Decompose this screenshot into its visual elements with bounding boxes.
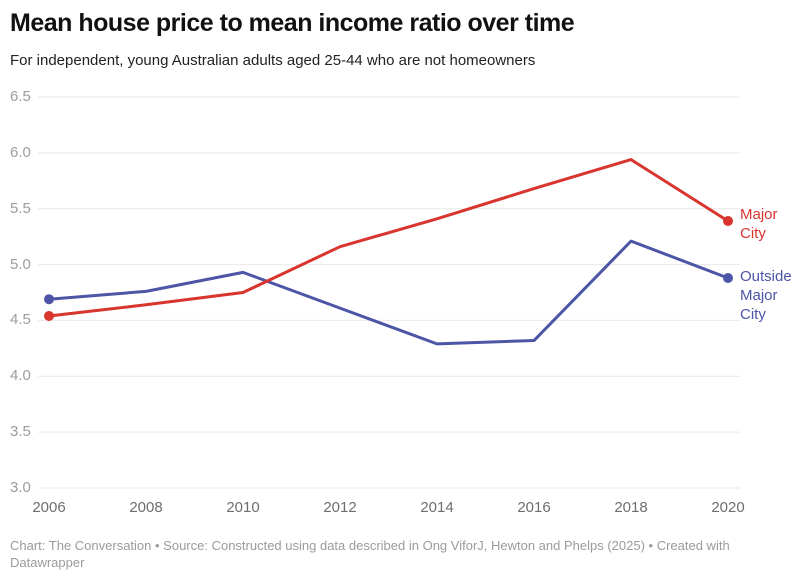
series-line-major-city — [48, 158, 729, 318]
x-tick-label: 2016 — [517, 499, 551, 516]
chart-title: Mean house price to mean income ratio ov… — [10, 9, 575, 37]
x-tick-label: 2006 — [32, 499, 66, 516]
y-tick-label: 5.5 — [10, 199, 31, 217]
chart-subtitle: For independent, young Australian adults… — [10, 52, 536, 69]
series-line-outside-major-city — [48, 239, 729, 346]
y-tick-label: 4.5 — [10, 311, 31, 329]
y-tick-label: 5.0 — [10, 255, 31, 273]
x-tick-label: 2018 — [614, 499, 648, 516]
series-endpoint-dot-outside-major-city — [723, 272, 733, 283]
y-tick-label: 6.5 — [10, 88, 31, 105]
series-endpoint-dot-outside-major-city — [44, 294, 54, 305]
chart-footer: Chart: The Conversation • Source: Constr… — [10, 538, 730, 570]
y-tick-label: 3.0 — [10, 479, 31, 496]
x-tick-label: 2014 — [420, 499, 454, 516]
series-label-major-city: Major City — [740, 206, 778, 242]
y-tick-label: 6.0 — [10, 143, 31, 161]
x-tick-label: 2020 — [711, 499, 745, 516]
series-endpoint-dot-major-city — [44, 310, 54, 321]
y-tick-label: 3.5 — [10, 423, 31, 441]
series-label-outside-major-city: Outside Major City — [740, 267, 792, 323]
y-tick-label: 4.0 — [10, 367, 31, 385]
x-tick-label: 2010 — [226, 499, 260, 516]
series-endpoint-dot-major-city — [723, 216, 733, 227]
x-tick-label: 2012 — [323, 499, 357, 516]
x-tick-label: 2008 — [129, 499, 163, 516]
